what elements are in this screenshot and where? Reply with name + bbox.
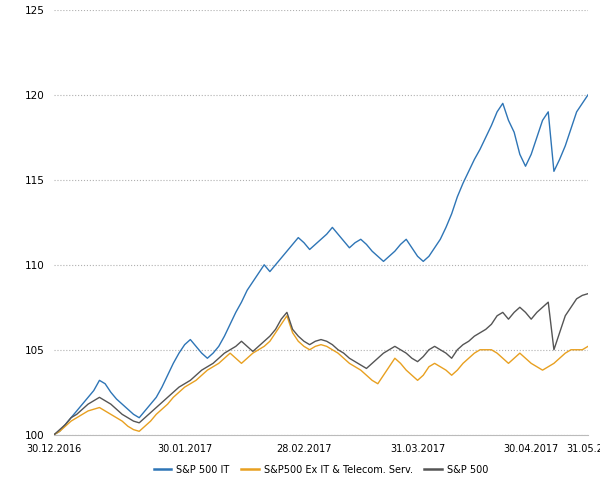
Legend: S&P 500 IT, S&P500 Ex IT & Telecom. Serv., S&P 500: S&P 500 IT, S&P500 Ex IT & Telecom. Serv…	[150, 461, 492, 479]
